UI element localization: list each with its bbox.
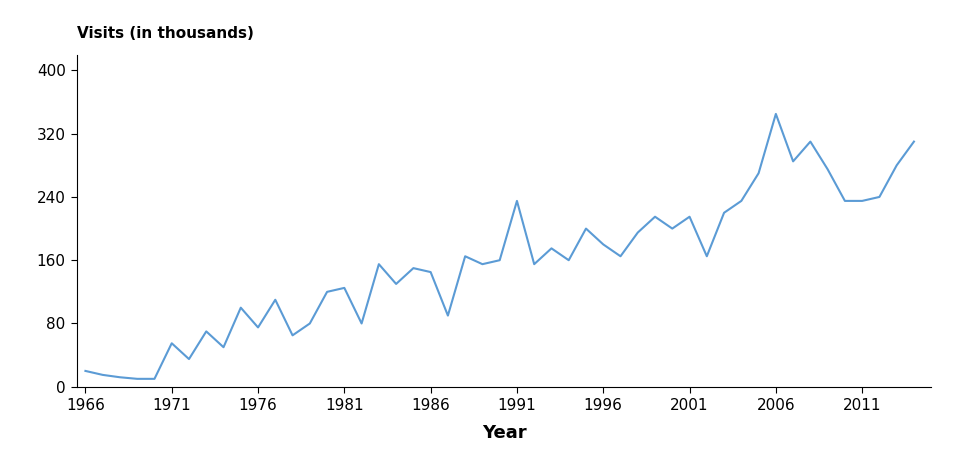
X-axis label: Year: Year (482, 424, 526, 442)
Text: Visits (in thousands): Visits (in thousands) (77, 26, 253, 41)
